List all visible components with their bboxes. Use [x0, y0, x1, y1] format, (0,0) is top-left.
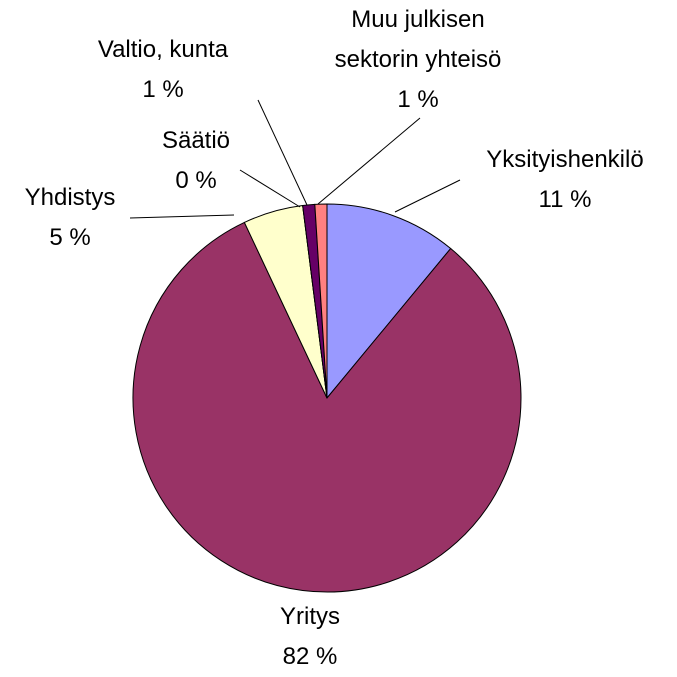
leader-line — [129, 214, 235, 219]
slice-label: Säätiö 0 % — [162, 121, 230, 201]
slice-label: Muu julkisen sektorin yhteisö 1 % — [313, 0, 523, 120]
pie-slice — [326, 203, 452, 400]
category-label: Yksityishenkilö — [486, 146, 644, 173]
slice-label: Yritys 82 % — [280, 597, 340, 677]
value-label: 82 % — [282, 643, 338, 670]
category-label: Valtio, kunta — [97, 36, 229, 63]
category-label: Yhdistys — [24, 184, 116, 211]
leader-line — [317, 117, 421, 205]
pie-slice — [314, 203, 328, 399]
value-label: 5 % — [49, 224, 91, 251]
value-label: 1 % — [142, 76, 184, 103]
category-label: Muu julkisen sektorin yhteisö — [334, 6, 502, 73]
slice-label: Yhdistys 5 % — [25, 178, 116, 258]
value-label: 1 % — [397, 86, 439, 113]
slice-label: Valtio, kunta 1 % — [98, 30, 228, 110]
leader-line — [257, 99, 308, 206]
slice-label: Yksityishenkilö 11 % — [486, 140, 643, 220]
category-label: Säätiö — [161, 127, 231, 154]
category-label: Yritys — [280, 603, 340, 630]
pie-slice — [132, 221, 522, 593]
value-label: 0 % — [175, 167, 217, 194]
leader-line — [239, 169, 301, 208]
leader-line — [394, 179, 461, 213]
value-label: 11 % — [538, 186, 592, 213]
